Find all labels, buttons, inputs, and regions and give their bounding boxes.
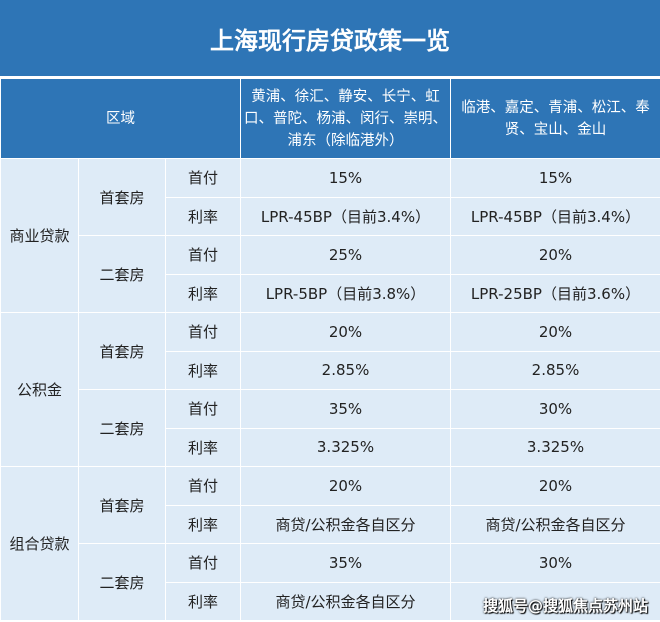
zone2-value: 3.325% bbox=[450, 427, 660, 467]
item-cell: 首付 bbox=[165, 235, 241, 275]
home-type-cell: 首套房 bbox=[78, 312, 166, 390]
item-cell: 首付 bbox=[165, 466, 241, 506]
zone2-value: 20% bbox=[450, 312, 660, 352]
zone2-value: 30% bbox=[450, 543, 660, 583]
item-cell: 首付 bbox=[165, 543, 241, 583]
zone2-value: LPR-25BP（目前3.6%） bbox=[450, 273, 660, 313]
item-cell: 利率 bbox=[165, 350, 241, 390]
zone2-value: 20% bbox=[450, 466, 660, 506]
zone2-header: 临港、嘉定、青浦、松江、奉贤、宝山、金山 bbox=[450, 78, 660, 159]
home-type-cell: 二套房 bbox=[78, 235, 166, 313]
loan-type-cell: 公积金 bbox=[0, 312, 79, 467]
item-cell: 利率 bbox=[165, 504, 241, 544]
table-row: 利率 LPR-45BP（目前3.4%） LPR-45BP（目前3.4%） bbox=[1, 196, 660, 236]
home-type-cell: 首套房 bbox=[78, 466, 166, 544]
table-row: 二套房 首付 35% 30% bbox=[1, 389, 660, 467]
zone2-value: 20% bbox=[450, 235, 660, 275]
region-header: 区域 bbox=[0, 78, 241, 159]
table-row: 组合贷款 首套房 首付 20% 20% bbox=[0, 466, 660, 621]
item-cell: 利率 bbox=[165, 427, 241, 467]
table-row: 商业贷款 首套房 首付 15% 15% bbox=[0, 158, 660, 313]
zone2-value: 商贷/公积金各自区分 bbox=[450, 504, 660, 544]
page-title: 上海现行房贷政策一览 bbox=[0, 0, 660, 78]
zone2-value bbox=[450, 581, 660, 621]
home-type-cell: 二套房 bbox=[78, 543, 166, 621]
zone1-value: 商贷/公积金各自区分 bbox=[240, 581, 451, 621]
zone2-value: LPR-45BP（目前3.4%） bbox=[450, 196, 660, 236]
table-row: 二套房 首付 35% 30% bbox=[1, 543, 660, 621]
item-cell: 利率 bbox=[165, 196, 241, 236]
loan-type-cell: 组合贷款 bbox=[0, 466, 79, 621]
zone1-value: 20% bbox=[240, 466, 451, 506]
loan-type-cell: 商业贷款 bbox=[0, 158, 79, 313]
zone1-value: 2.85% bbox=[240, 350, 451, 390]
item-cell: 利率 bbox=[165, 581, 241, 621]
zone1-value: 25% bbox=[240, 235, 451, 275]
home-type-cell: 首套房 bbox=[78, 158, 166, 236]
watermark: 搜狐号@搜狐焦点苏州站 bbox=[482, 597, 648, 615]
zone2-value: 2.85% bbox=[450, 350, 660, 390]
item-cell: 首付 bbox=[165, 389, 241, 429]
zone1-value: 20% bbox=[240, 312, 451, 352]
table-row: 利率 LPR-5BP（目前3.8%） LPR-25BP（目前3.6%） bbox=[1, 273, 660, 313]
zone1-value: LPR-45BP（目前3.4%） bbox=[240, 196, 451, 236]
table-row: 利率 2.85% 2.85% bbox=[1, 350, 660, 390]
zone1-value: 15% bbox=[240, 158, 451, 198]
table-row: 公积金 首套房 首付 20% 20% bbox=[0, 312, 660, 467]
zone1-value: LPR-5BP（目前3.8%） bbox=[240, 273, 451, 313]
table-row: 二套房 首付 25% 20% bbox=[1, 235, 660, 313]
table-row: 利率 3.325% 3.325% bbox=[1, 427, 660, 467]
item-cell: 首付 bbox=[165, 158, 241, 198]
table-row: 利率 商贷/公积金各自区分 bbox=[1, 581, 660, 621]
zone1-value: 3.325% bbox=[240, 427, 451, 467]
zone1-value: 35% bbox=[240, 389, 451, 429]
item-cell: 首付 bbox=[165, 312, 241, 352]
home-type-cell: 二套房 bbox=[78, 389, 166, 467]
item-cell: 利率 bbox=[165, 273, 241, 313]
header-row: 区域 黄浦、徐汇、静安、长宁、虹口、普陀、杨浦、闵行、崇明、浦东（除临港外） 临… bbox=[0, 78, 660, 159]
zone1-value: 商贷/公积金各自区分 bbox=[240, 504, 451, 544]
zone2-value: 30% bbox=[450, 389, 660, 429]
policy-table: 区域 黄浦、徐汇、静安、长宁、虹口、普陀、杨浦、闵行、崇明、浦东（除临港外） 临… bbox=[0, 78, 660, 621]
zone1-value: 35% bbox=[240, 543, 451, 583]
table-row: 利率 商贷/公积金各自区分 商贷/公积金各自区分 bbox=[1, 504, 660, 544]
zone2-value: 15% bbox=[450, 158, 660, 198]
zone1-header: 黄浦、徐汇、静安、长宁、虹口、普陀、杨浦、闵行、崇明、浦东（除临港外） bbox=[240, 78, 451, 159]
